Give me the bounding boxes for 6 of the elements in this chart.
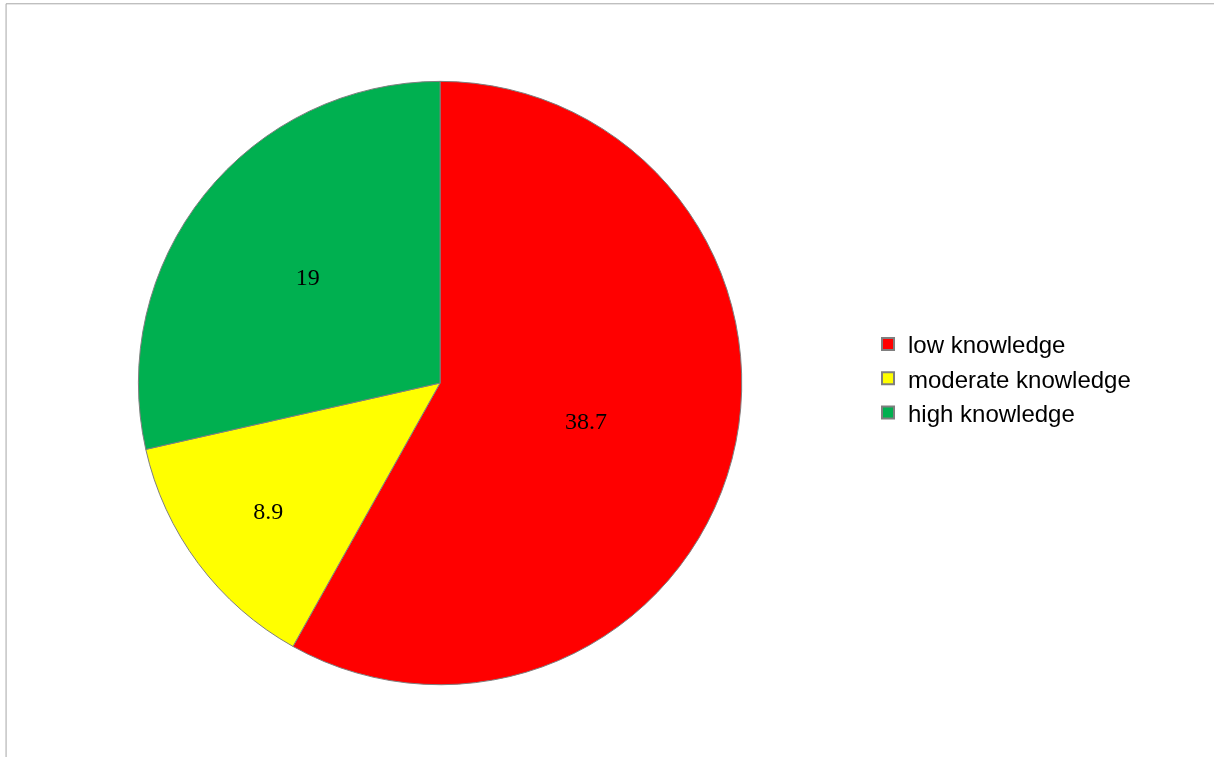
legend-label: low knowledge bbox=[908, 331, 1066, 359]
data-label: 19 bbox=[295, 264, 320, 291]
data-label: 38.7 bbox=[565, 408, 608, 435]
legend-label: moderate knowledge bbox=[908, 365, 1131, 393]
legend-label: high knowledge bbox=[908, 399, 1075, 427]
data-label: 8.9 bbox=[253, 498, 284, 525]
